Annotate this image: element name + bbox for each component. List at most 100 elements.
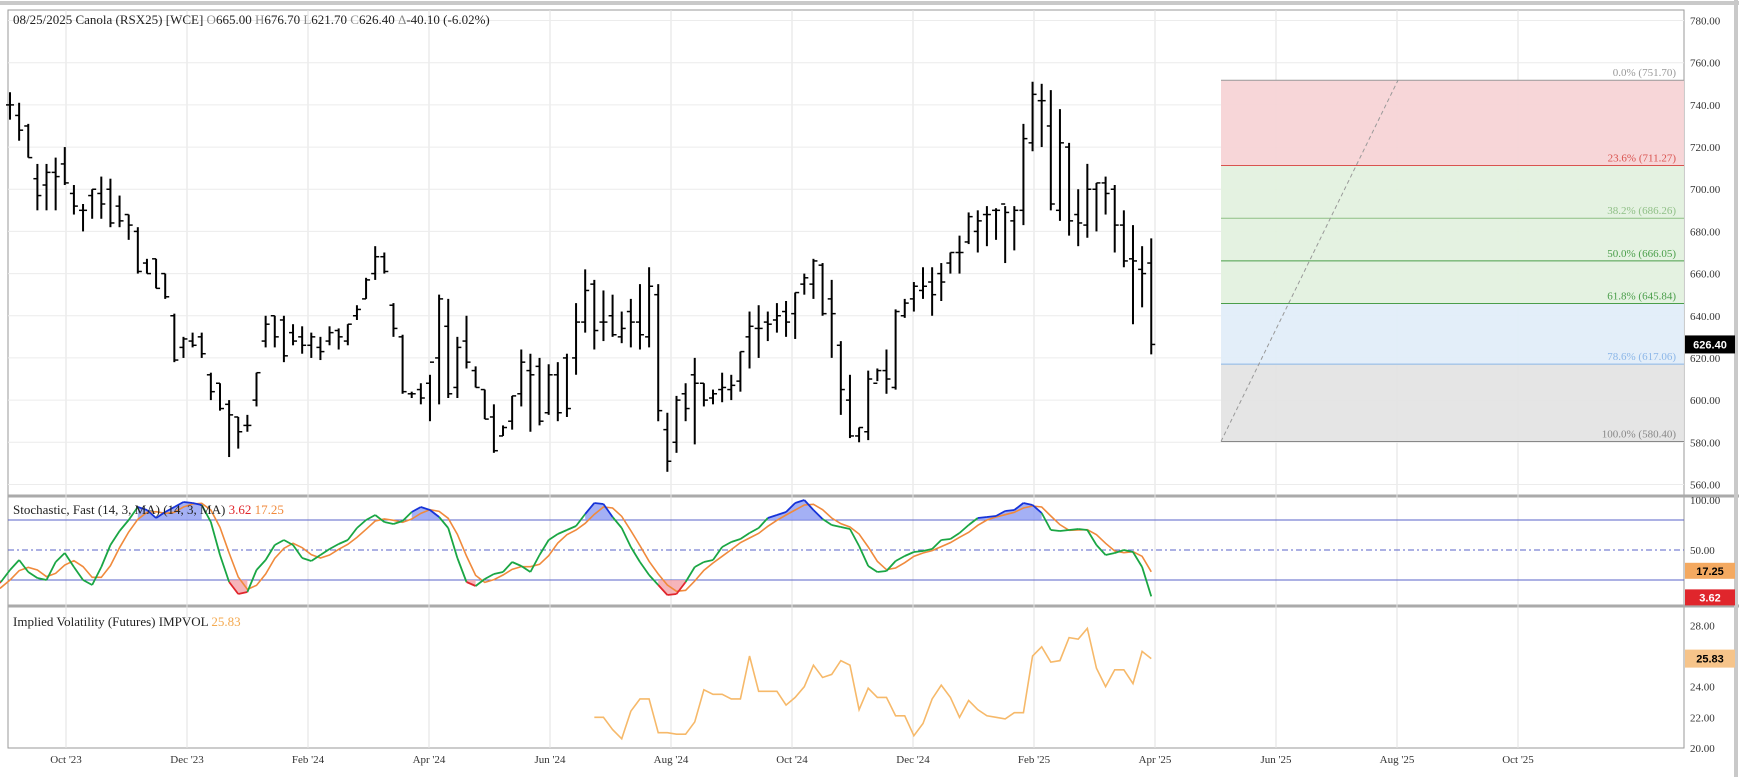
x-tick-label: Aug '24 bbox=[654, 754, 689, 766]
stochastic-k-segment bbox=[356, 519, 367, 529]
stochastic-k-segment bbox=[192, 502, 202, 506]
stochastic-k-segment bbox=[995, 510, 1006, 517]
stochastic-k-segment bbox=[137, 506, 148, 511]
volatility-name: IMPVOL bbox=[158, 614, 209, 629]
ohlc-bar bbox=[389, 303, 398, 337]
ohlc-bar bbox=[435, 294, 444, 405]
stochastic-k-segment bbox=[1114, 549, 1125, 554]
stochastic-k-segment bbox=[1031, 504, 1043, 514]
ohlc-bar bbox=[1065, 142, 1074, 236]
stoch-k-tag-label: 3.62 bbox=[1699, 592, 1720, 604]
stochastic-k-segment bbox=[301, 557, 312, 562]
ohlc-bar bbox=[307, 332, 316, 358]
stochastic-k-segment bbox=[675, 581, 687, 595]
ohlc-bar bbox=[864, 370, 873, 441]
ohlc-bar bbox=[791, 291, 800, 339]
stochastic-k-segment bbox=[877, 570, 887, 573]
ohlc-bar bbox=[836, 341, 845, 415]
ohlc-bar bbox=[654, 284, 663, 422]
ohlc-bar bbox=[1037, 83, 1046, 148]
implied-volatility-line bbox=[594, 626, 1152, 741]
stochastic-k-segment bbox=[393, 520, 403, 525]
ohlc-bar bbox=[690, 357, 699, 445]
stochastic-title: Stochastic, Fast (14, 3, MA) bbox=[13, 502, 160, 517]
stochastic-k-segment bbox=[584, 502, 596, 515]
stochastic-k-segment bbox=[1132, 551, 1143, 568]
ohlc-bar bbox=[170, 313, 179, 363]
ohlc-bar bbox=[225, 400, 234, 458]
last-price-tag bbox=[1685, 335, 1735, 354]
stochastic-k-segment bbox=[822, 518, 833, 526]
stochastic-k-segment bbox=[319, 548, 331, 556]
price-tick-label: 660.00 bbox=[1690, 269, 1721, 281]
ohlc-bar bbox=[1138, 246, 1147, 308]
ohlc-bar bbox=[544, 364, 553, 415]
stochastic-k-segment bbox=[0, 569, 11, 583]
ohlc-bar bbox=[982, 206, 991, 247]
stochastic-k-segment bbox=[885, 560, 897, 572]
stochastic-params: (14, 3, MA) bbox=[163, 502, 226, 517]
header-low: 621.70 bbox=[311, 12, 348, 27]
fib-label: 0.0% (751.70) bbox=[1613, 67, 1677, 79]
price-tick-label: 740.00 bbox=[1690, 100, 1721, 112]
ohlc-bar bbox=[763, 311, 772, 342]
stochastic-k-segment bbox=[1013, 502, 1024, 511]
stochastic-k-segment bbox=[529, 554, 541, 573]
stochastic-k-segment bbox=[365, 514, 376, 521]
ohlc-bar bbox=[462, 315, 471, 369]
header-close-label: C bbox=[350, 12, 359, 27]
stochastic-k-segment bbox=[648, 574, 659, 586]
ohlc-bar bbox=[599, 290, 608, 342]
fib-zone bbox=[1221, 303, 1684, 365]
ohlc-bar bbox=[24, 123, 33, 159]
header-open: 665.00 bbox=[215, 12, 252, 27]
stochastic-k-segment bbox=[968, 517, 979, 526]
ohlc-bar bbox=[371, 246, 380, 280]
stochastic-k-segment bbox=[493, 571, 504, 575]
vol-tick-label: 24.00 bbox=[1690, 682, 1715, 694]
stochastic-k-segment bbox=[749, 527, 760, 534]
stochastic-k-segment bbox=[384, 521, 394, 525]
header-delta: -40.10 (-6.02%) bbox=[406, 12, 490, 27]
header-high: 676.70 bbox=[264, 12, 301, 27]
stochastic-k-segment bbox=[264, 544, 276, 561]
ohlc-bar bbox=[937, 263, 946, 301]
stochastic-k-segment bbox=[209, 521, 221, 556]
ohlc-bar bbox=[827, 279, 836, 358]
stochastic-k-segment bbox=[904, 551, 915, 557]
stochastic-k-segment bbox=[922, 548, 933, 552]
stochastic-k-segment bbox=[721, 541, 732, 548]
ohlc-bar bbox=[88, 188, 97, 219]
ohlc-bar bbox=[124, 213, 133, 240]
stochastic-k-segment bbox=[913, 550, 924, 553]
stoch-d-tag bbox=[1685, 562, 1735, 579]
ohlc-bar bbox=[298, 326, 307, 354]
stoch-k-tag bbox=[1685, 589, 1735, 606]
ohlc-bar bbox=[1128, 225, 1137, 325]
stochastic-k-segment bbox=[776, 511, 787, 516]
stochastic-k-segment bbox=[1050, 529, 1061, 532]
stochastic-d-line bbox=[0, 502, 1152, 593]
ohlc-bar bbox=[279, 315, 288, 363]
ohlc-bar bbox=[946, 251, 955, 274]
ohlc-bar bbox=[1092, 182, 1101, 232]
ohlc-bar bbox=[152, 258, 161, 290]
stochastic-k-segment bbox=[347, 527, 358, 541]
ohlc-bar bbox=[1119, 210, 1128, 268]
header-symbol: Canola (RSX25) [WCE] bbox=[75, 12, 204, 27]
x-tick-label: Feb '25 bbox=[1018, 754, 1051, 766]
stochastic-k-segment bbox=[502, 561, 513, 573]
ohlc-bar bbox=[33, 163, 42, 211]
stochastic-k-segment bbox=[329, 543, 340, 550]
stochastic-k-segment bbox=[757, 517, 769, 529]
price-tick-label: 720.00 bbox=[1690, 142, 1721, 154]
ohlc-bar bbox=[626, 298, 635, 348]
stoch-d-tag-label: 17.25 bbox=[1696, 566, 1724, 578]
stochastic-k-segment bbox=[620, 527, 632, 548]
stochastic-k-segment bbox=[511, 561, 522, 567]
ohlc-bar bbox=[617, 311, 626, 344]
ohlc-bar bbox=[416, 383, 425, 405]
x-tick-label: Apr '25 bbox=[1139, 754, 1172, 766]
stochastic-k-segment bbox=[274, 539, 285, 546]
